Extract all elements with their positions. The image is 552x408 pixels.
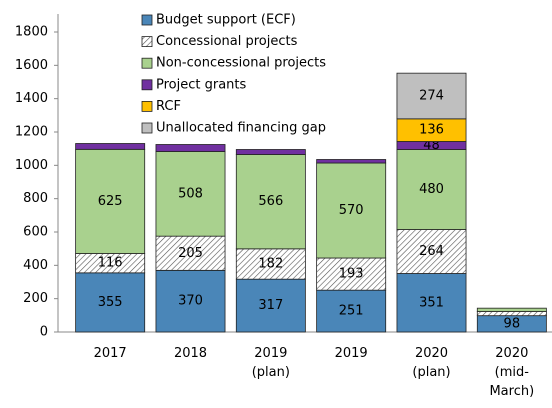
bar-segment (316, 289, 387, 333)
data-label: 251 (339, 304, 364, 319)
data-label: 193 (339, 267, 364, 282)
bar-segment (235, 154, 306, 250)
bar-segment (316, 162, 387, 259)
bar-segment (75, 148, 146, 254)
data-label: 136 (419, 123, 444, 138)
data-label: 480 (419, 182, 444, 197)
bar-segment (316, 159, 387, 164)
data-label: 116 (98, 256, 123, 271)
y-tick-label: 800 (23, 191, 48, 206)
data-label: 264 (419, 244, 444, 259)
x-tick-label: 2020 (plan) (412, 346, 451, 380)
bar-segment (235, 149, 306, 155)
legend-label: RCF (156, 99, 181, 114)
data-label: 98 (504, 316, 521, 331)
bar-segment (235, 248, 306, 280)
data-label: 370 (178, 294, 203, 309)
bar-segment (75, 143, 146, 150)
data-label: 182 (258, 257, 283, 272)
data-label: 508 (178, 186, 203, 201)
bar-segment (476, 307, 547, 312)
data-label: 566 (258, 194, 283, 209)
y-tick-label: 200 (23, 291, 48, 306)
y-tick-label: 1400 (15, 91, 48, 106)
legend-swatch (141, 101, 153, 112)
bar-segment (396, 149, 467, 230)
y-tick-label: 0 (40, 325, 48, 340)
y-tick-label: 1200 (15, 125, 48, 140)
data-label: 351 (419, 295, 444, 310)
legend-swatch (141, 79, 153, 91)
bar-segment (75, 272, 146, 333)
legend-label: Unallocated financing gap (156, 121, 326, 136)
bar-segment (396, 72, 467, 120)
data-label: 274 (419, 89, 444, 104)
x-tick-label: 2019 (plan) (251, 346, 290, 380)
bar-segment (155, 235, 226, 271)
bar-segment (476, 311, 547, 317)
y-tick-label: 1800 (15, 25, 48, 40)
bar-segment (396, 273, 467, 333)
data-label: 205 (178, 246, 203, 261)
bar-segment (155, 151, 226, 237)
bar-segment (155, 269, 226, 333)
data-label: 625 (98, 194, 123, 209)
x-tick-label: 2017 (93, 346, 127, 361)
legend-label: Non-concessional projects (156, 56, 326, 71)
legend-swatch (141, 36, 153, 47)
legend-swatch (141, 57, 153, 69)
legend-label: Project grants (156, 77, 247, 92)
y-tick-label: 1600 (15, 58, 48, 73)
legend-label: Budget support (ECF) (156, 13, 296, 28)
x-tick-label: 2020 (mid- March) (489, 346, 535, 399)
legend-label: Concessional projects (156, 34, 298, 49)
data-label: 570 (339, 203, 364, 218)
bar-segment (396, 229, 467, 274)
y-tick-label: 1000 (15, 158, 48, 173)
legend-swatch (141, 122, 153, 134)
y-tick-label: 400 (23, 258, 48, 273)
bar-segment (235, 278, 306, 333)
data-label: 355 (98, 295, 123, 310)
bar-segment (155, 144, 226, 152)
data-label: 317 (258, 298, 283, 313)
x-tick-label: 2019 (334, 346, 368, 361)
legend-swatch (141, 14, 153, 26)
x-tick-label: 2018 (173, 346, 208, 361)
y-tick-label: 600 (23, 225, 48, 240)
